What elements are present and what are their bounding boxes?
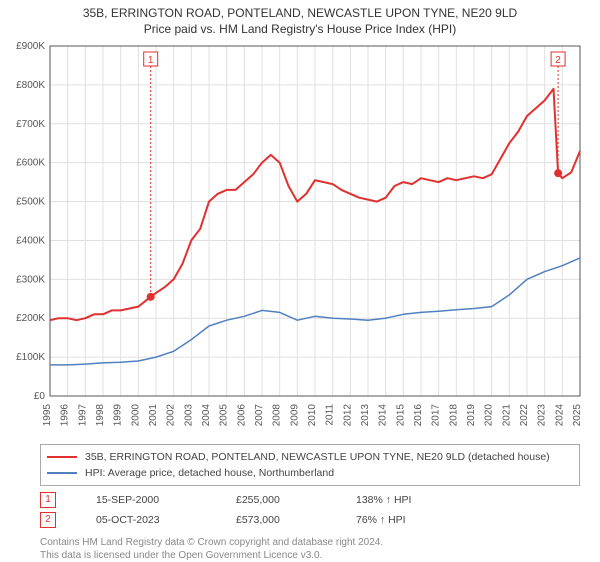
svg-text:2015: 2015	[395, 404, 406, 427]
svg-text:£700K: £700K	[16, 119, 45, 130]
event-date-1: 15-SEP-2000	[96, 494, 196, 506]
svg-text:2016: 2016	[413, 404, 424, 427]
svg-text:2004: 2004	[201, 404, 212, 427]
event-marker-1: 1	[40, 492, 56, 508]
svg-text:1998: 1998	[95, 404, 106, 427]
svg-text:2: 2	[555, 55, 561, 66]
svg-text:1999: 1999	[113, 404, 124, 427]
chart-title-sub: Price paid vs. HM Land Registry's House …	[0, 22, 600, 36]
event-table: 1 15-SEP-2000 £255,000 138% ↑ HPI 2 05-O…	[40, 490, 580, 530]
svg-text:2010: 2010	[307, 404, 318, 427]
event-marker-2: 2	[40, 512, 56, 528]
svg-text:£300K: £300K	[16, 274, 45, 285]
svg-text:2022: 2022	[519, 404, 530, 427]
svg-text:2021: 2021	[501, 404, 512, 427]
svg-text:£900K: £900K	[16, 41, 45, 52]
svg-text:2000: 2000	[130, 404, 141, 427]
svg-text:1996: 1996	[60, 404, 71, 427]
svg-text:2007: 2007	[254, 404, 265, 427]
footer-line-1: Contains HM Land Registry data © Crown c…	[40, 536, 580, 549]
chart-title-main: 35B, ERRINGTON ROAD, PONTELAND, NEWCASTL…	[0, 6, 600, 20]
svg-text:2006: 2006	[236, 404, 247, 427]
svg-text:2011: 2011	[325, 404, 336, 426]
event-pct-1: 138% ↑ HPI	[356, 494, 446, 506]
svg-text:2001: 2001	[148, 404, 159, 427]
svg-text:2017: 2017	[431, 404, 442, 427]
chart-title-block: 35B, ERRINGTON ROAD, PONTELAND, NEWCASTL…	[0, 0, 600, 38]
legend-swatch-hpi	[47, 472, 77, 474]
svg-text:2025: 2025	[572, 404, 583, 427]
svg-text:£100K: £100K	[16, 352, 45, 363]
svg-text:£500K: £500K	[16, 197, 45, 208]
svg-text:2024: 2024	[554, 404, 565, 427]
svg-text:2023: 2023	[537, 404, 548, 427]
svg-text:2014: 2014	[378, 404, 389, 427]
footer-line-2: This data is licensed under the Open Gov…	[40, 549, 580, 562]
svg-text:2009: 2009	[289, 404, 300, 427]
svg-text:1995: 1995	[42, 404, 53, 427]
svg-text:2012: 2012	[342, 404, 353, 427]
event-price-1: £255,000	[236, 494, 316, 506]
svg-text:2005: 2005	[219, 404, 230, 427]
svg-text:2003: 2003	[183, 404, 194, 427]
svg-text:£400K: £400K	[16, 235, 45, 246]
svg-text:2008: 2008	[272, 404, 283, 427]
svg-text:£0: £0	[34, 391, 46, 402]
legend-label-property: 35B, ERRINGTON ROAD, PONTELAND, NEWCASTL…	[85, 451, 550, 463]
chart-area: £0 £100K £200K £300K £400K £500K £600K £700K £80…	[0, 38, 600, 438]
svg-text:1: 1	[148, 55, 154, 66]
legend-label-hpi: HPI: Average price, detached house, Nort…	[85, 467, 334, 479]
event-row-1: 1 15-SEP-2000 £255,000 138% ↑ HPI	[40, 490, 580, 510]
svg-text:2020: 2020	[484, 404, 495, 427]
svg-text:£800K: £800K	[16, 80, 45, 91]
legend-row-hpi: HPI: Average price, detached house, Nort…	[47, 465, 573, 481]
svg-text:2018: 2018	[448, 404, 459, 427]
svg-text:£600K: £600K	[16, 158, 45, 169]
footer-attribution: Contains HM Land Registry data © Crown c…	[40, 536, 580, 562]
svg-text:2019: 2019	[466, 404, 477, 427]
svg-text:2013: 2013	[360, 404, 371, 427]
event-row-2: 2 05-OCT-2023 £573,000 76% ↑ HPI	[40, 510, 580, 530]
line-chart-svg: £0 £100K £200K £300K £400K £500K £600K £700K £80…	[0, 38, 600, 438]
legend-row-property: 35B, ERRINGTON ROAD, PONTELAND, NEWCASTL…	[47, 449, 573, 465]
event-date-2: 05-OCT-2023	[96, 514, 196, 526]
legend-swatch-property	[47, 456, 77, 458]
event-pct-2: 76% ↑ HPI	[356, 514, 446, 526]
legend: 35B, ERRINGTON ROAD, PONTELAND, NEWCASTL…	[40, 444, 580, 486]
svg-text:2002: 2002	[166, 404, 177, 427]
svg-text:£200K: £200K	[16, 313, 45, 324]
svg-text:1997: 1997	[77, 404, 88, 427]
event-price-2: £573,000	[236, 514, 316, 526]
